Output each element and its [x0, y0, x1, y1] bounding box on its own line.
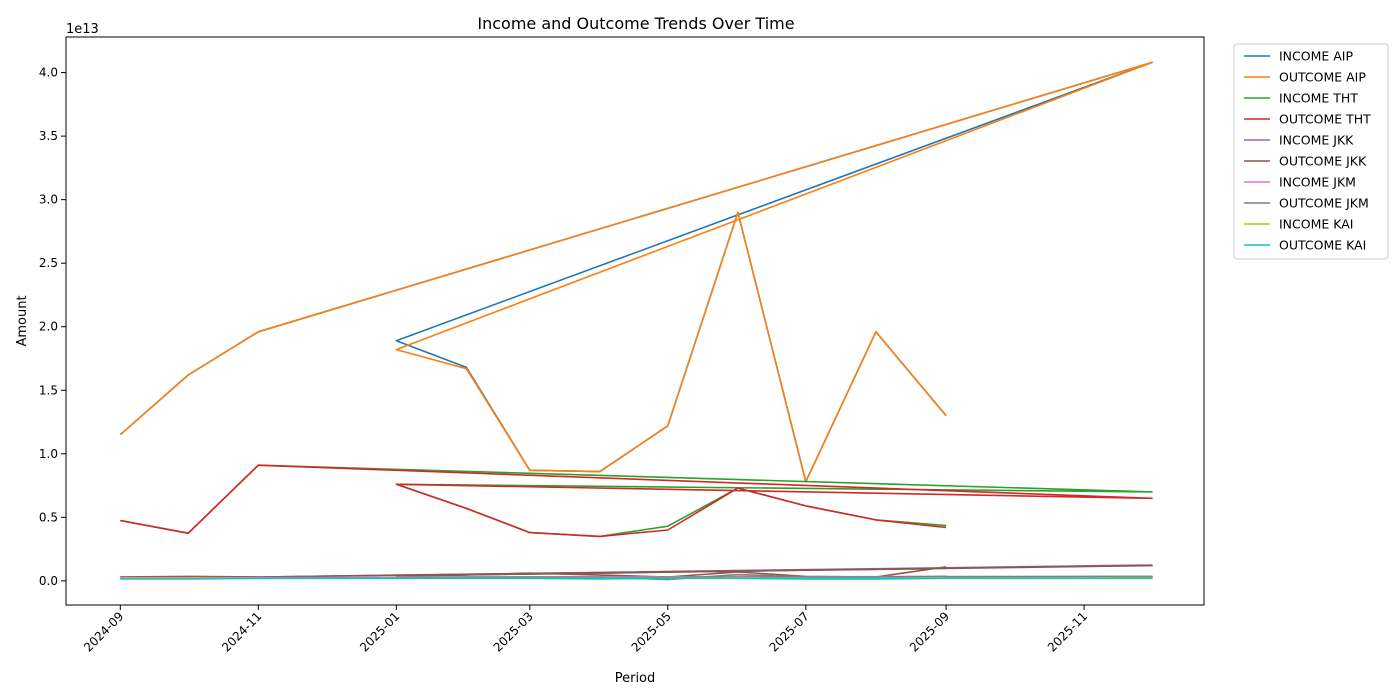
plot-area — [65, 36, 1205, 606]
y-tick-label: 1.0 — [39, 447, 58, 461]
legend-box — [1233, 43, 1389, 260]
y-tick-label: 3.0 — [39, 193, 58, 207]
legend-label: INCOME AIP — [1279, 49, 1353, 64]
legend: INCOME AIP OUTCOME AIP INCOME THT OUTCOME T… — [1233, 43, 1389, 260]
plot-frame — [65, 36, 1205, 606]
y-tick-label: 0.0 — [39, 574, 58, 588]
y-axis-label: Amount — [15, 295, 30, 346]
legend-label: OUTCOME JKK — [1279, 154, 1367, 169]
y-tick-label: 2.0 — [39, 320, 58, 334]
series-line-outcome-kai — [120, 577, 1153, 580]
series-lines — [119, 61, 1153, 581]
legend-label: INCOME THT — [1279, 91, 1358, 106]
legend-label: OUTCOME THT — [1279, 112, 1371, 127]
y-axis: 0.0 0.5 1.0 1.5 2.0 2.5 3.0 3.5 4.0 — [39, 66, 66, 588]
legend-label: OUTCOME AIP — [1279, 70, 1366, 85]
legend-label: INCOME JKK — [1279, 133, 1354, 148]
legend-label: INCOME JKM — [1279, 175, 1356, 190]
chart-title: Income and Outcome Trends Over Time — [477, 14, 794, 33]
y-tick-label: 0.5 — [39, 510, 58, 524]
series-line-outcome-tht — [120, 464, 1153, 538]
x-axis-label: Period — [615, 671, 656, 686]
y-tick-label: 4.0 — [39, 66, 58, 80]
y-tick-label: 1.5 — [39, 383, 58, 397]
legend-label: OUTCOME JKM — [1279, 196, 1369, 211]
y-tick-label: 2.5 — [39, 256, 58, 270]
y-axis-scale-label: 1e13 — [66, 22, 99, 37]
y-tick-label: 3.5 — [39, 129, 58, 143]
legend-label: INCOME KAI — [1279, 217, 1353, 232]
legend-label: OUTCOME KAI — [1279, 238, 1366, 253]
